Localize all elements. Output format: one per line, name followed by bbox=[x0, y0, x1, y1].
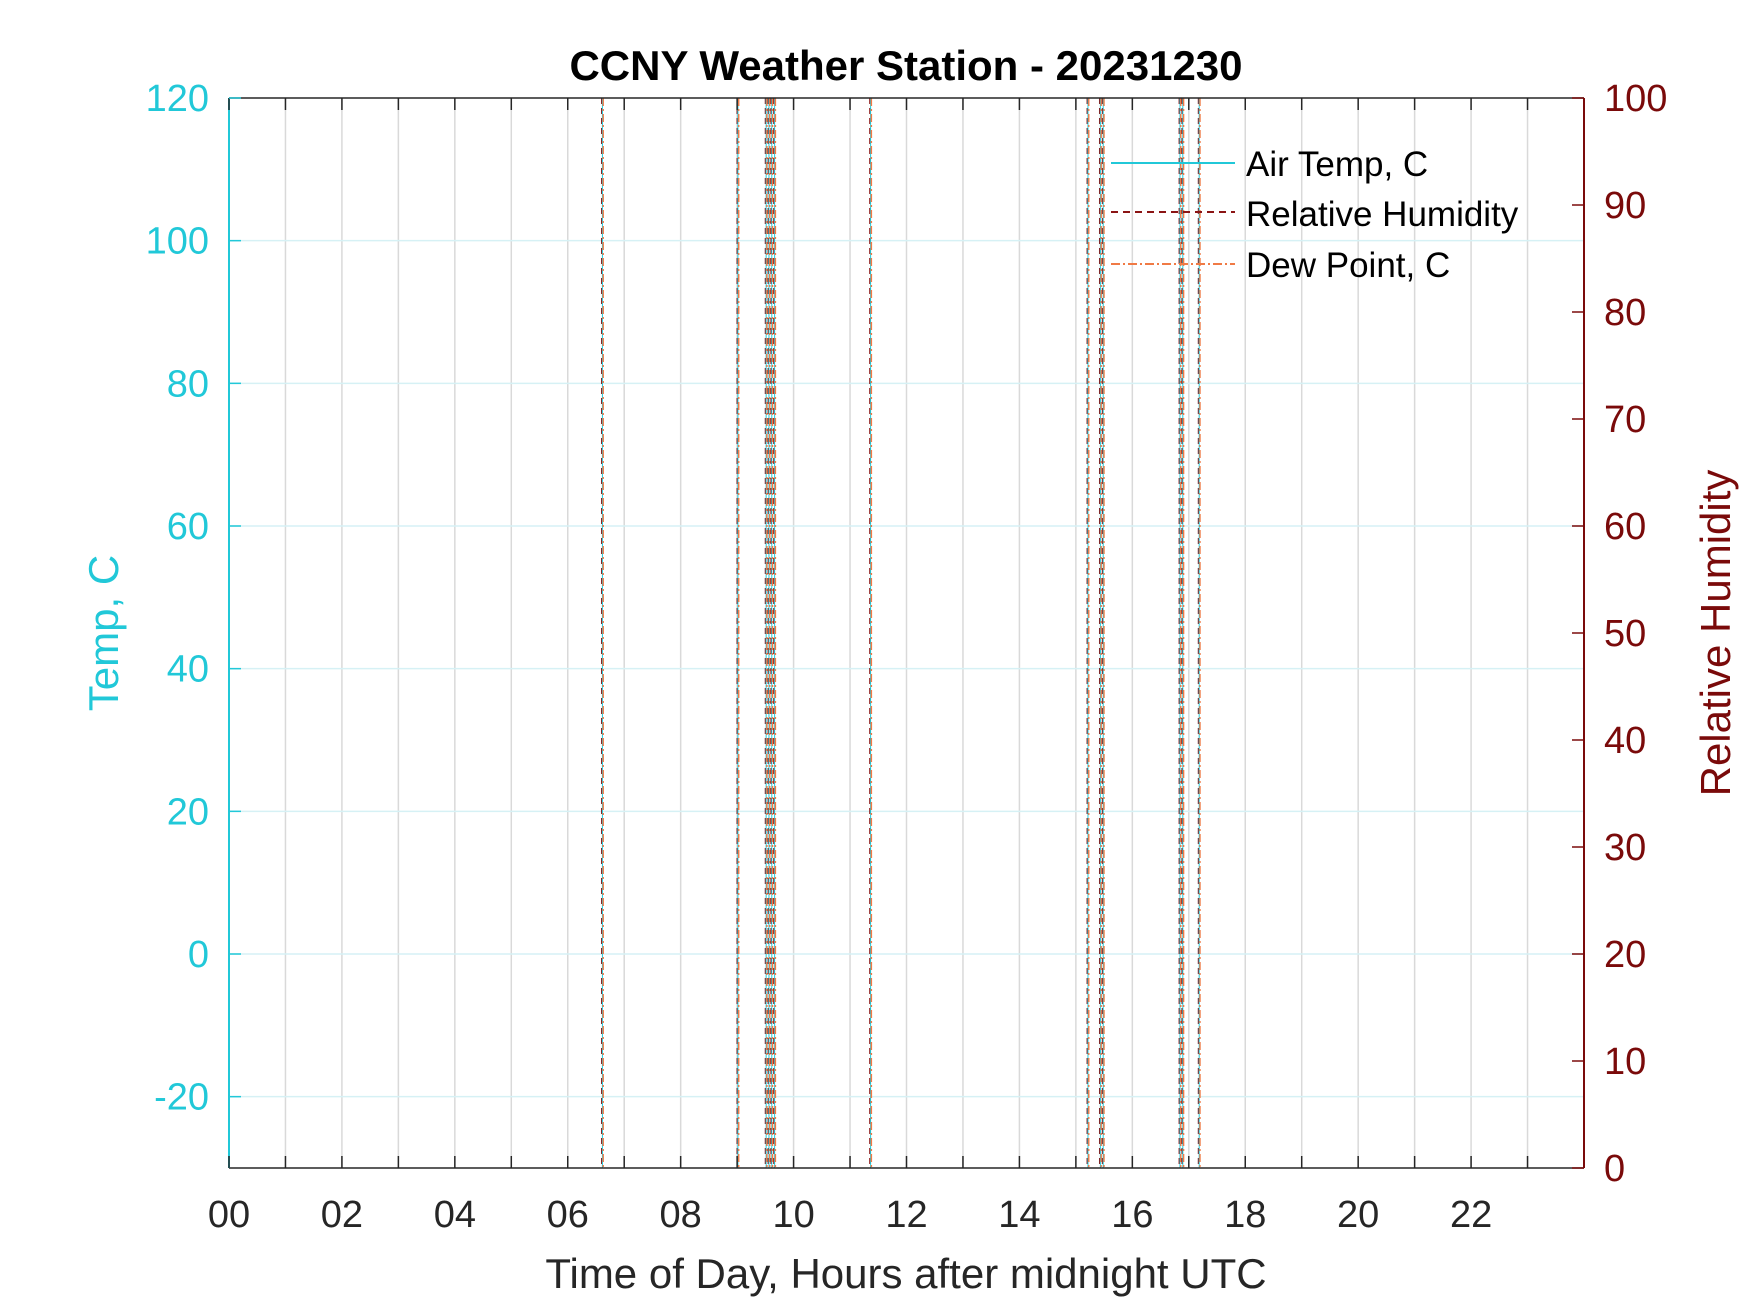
legend-label-relative-humidity: Relative Humidity bbox=[1246, 195, 1519, 234]
y-right-tick-label: 20 bbox=[1604, 934, 1646, 976]
y-axis-label-right: Relative Humidity bbox=[1692, 470, 1739, 797]
x-tick-label: 10 bbox=[772, 1194, 814, 1236]
x-tick-label: 06 bbox=[547, 1194, 589, 1236]
x-tick-label: 16 bbox=[1111, 1194, 1153, 1236]
y-left-tick-label: 120 bbox=[146, 78, 209, 120]
y-left-tick-label: -20 bbox=[154, 1077, 209, 1119]
y-right-tick-label: 0 bbox=[1604, 1148, 1625, 1190]
y-right-tick-label: 90 bbox=[1604, 185, 1646, 227]
y-left-tick-label: 40 bbox=[167, 649, 209, 691]
x-tick-label: 00 bbox=[208, 1194, 250, 1236]
data-spikes bbox=[601, 98, 1201, 1168]
y-right-tick-label: 40 bbox=[1604, 720, 1646, 762]
y-left-tick-label: 20 bbox=[167, 791, 209, 833]
legend-label-air-temp: Air Temp, C bbox=[1246, 145, 1428, 184]
y-right-tick-label: 60 bbox=[1604, 506, 1646, 548]
y-right-tick-label: 100 bbox=[1604, 78, 1667, 120]
legend: Air Temp, C Relative Humidity Dew Point,… bbox=[1111, 145, 1519, 285]
y-right-tick-label: 10 bbox=[1604, 1041, 1646, 1083]
y-right-tick-label: 70 bbox=[1604, 399, 1646, 441]
y-right-tick-label: 80 bbox=[1604, 292, 1646, 334]
y-left-tick-label: 60 bbox=[167, 506, 209, 548]
y-left-tick-label: 80 bbox=[167, 363, 209, 405]
x-tick-label: 18 bbox=[1224, 1194, 1266, 1236]
chart-title: CCNY Weather Station - 20231230 bbox=[569, 42, 1242, 89]
y-right-tick-label: 50 bbox=[1604, 613, 1646, 655]
tick-labels: 00 02 04 06 08 10 12 14 16 18 20 22-200204060801001… bbox=[146, 78, 1668, 1236]
x-tick-label: 20 bbox=[1337, 1194, 1379, 1236]
x-tick-label: 08 bbox=[660, 1194, 702, 1236]
grid-lines bbox=[229, 98, 1584, 1168]
y-axis-label-left: Temp, C bbox=[80, 555, 127, 711]
x-tick-label: 02 bbox=[321, 1194, 363, 1236]
y-left-tick-label: 100 bbox=[146, 221, 209, 263]
x-tick-label: 12 bbox=[885, 1194, 927, 1236]
x-axis-label: Time of Day, Hours after midnight UTC bbox=[545, 1250, 1266, 1297]
x-tick-label: 22 bbox=[1450, 1194, 1492, 1236]
axes bbox=[228, 97, 1585, 1169]
legend-label-dew-point: Dew Point, C bbox=[1246, 246, 1450, 285]
x-tick-label: 14 bbox=[998, 1194, 1040, 1236]
x-tick-label: 04 bbox=[434, 1194, 476, 1236]
y-right-tick-label: 30 bbox=[1604, 827, 1646, 869]
y-left-tick-label: 0 bbox=[188, 934, 209, 976]
